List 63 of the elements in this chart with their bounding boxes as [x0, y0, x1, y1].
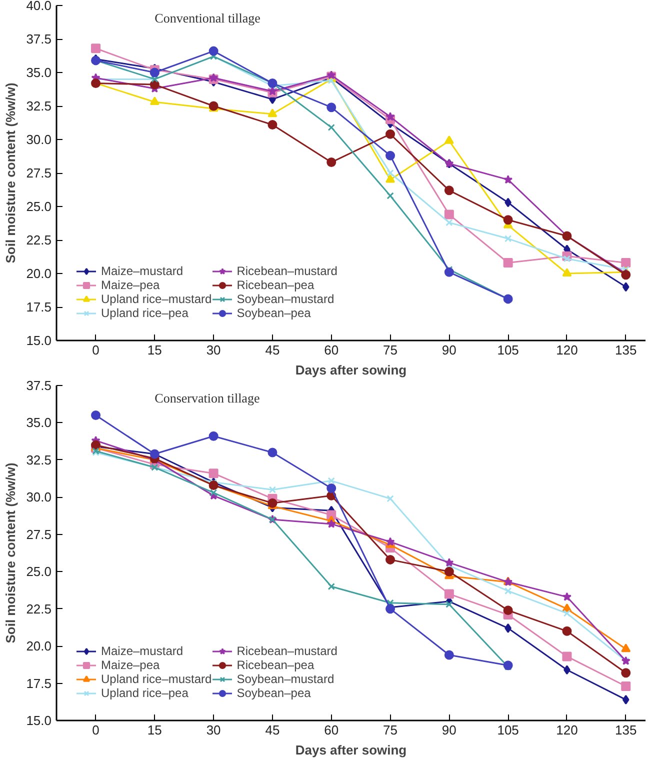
x-tick-label: 15 — [147, 342, 162, 358]
y-tick-label: 27.5 — [26, 526, 52, 542]
legend-label: Upland rice–mustard — [101, 292, 212, 306]
x-tick-label: 105 — [497, 722, 519, 738]
x-tick-label: 75 — [383, 342, 398, 358]
x-tick-label: 135 — [615, 722, 637, 738]
legend-label: Upland rice–mustard — [101, 672, 212, 686]
legend-label: Ricebean–mustard — [236, 264, 338, 278]
y-tick-label: 15.0 — [26, 333, 52, 348]
x-axis-title: Days after sowing — [295, 742, 407, 758]
chart-title: Conventional tillage — [154, 10, 261, 26]
x-tick-label: 120 — [556, 342, 578, 358]
x-tick-label: 90 — [442, 722, 456, 738]
y-axis-title: Soil moisture content (%w/w) — [3, 82, 18, 264]
chart-title: Conservation tillage — [154, 390, 260, 406]
legend-label: Maize–pea — [101, 658, 160, 672]
y-tick-label: 22.5 — [26, 601, 52, 616]
x-tick-label: 30 — [206, 342, 221, 358]
y-tick-label: 40.0 — [26, 0, 52, 13]
legend-label: Maize–mustard — [101, 264, 184, 278]
y-tick-label: 20.0 — [26, 638, 52, 654]
legend-label: Maize–pea — [101, 278, 160, 292]
x-tick-label: 15 — [147, 722, 162, 738]
x-tick-label: 135 — [615, 342, 637, 358]
x-tick-label: 90 — [442, 342, 456, 358]
x-tick-label: 120 — [556, 722, 578, 738]
y-tick-label: 20.0 — [26, 266, 52, 281]
legend-label: Soybean–mustard — [236, 292, 334, 306]
x-axis-title: Days after sowing — [295, 362, 407, 378]
legend-label: Maize–mustard — [101, 644, 184, 658]
x-tick-label: 75 — [383, 722, 398, 738]
x-tick-label: 0 — [92, 342, 100, 358]
y-tick-label: 25.0 — [26, 564, 52, 580]
y-tick-label: 17.5 — [26, 676, 52, 691]
y-tick-label: 35.0 — [26, 65, 52, 80]
y-axis-title: Soil moisture content (%w/w) — [3, 462, 18, 644]
y-tick-label: 30.0 — [26, 490, 52, 505]
y-tick-label: 22.5 — [26, 232, 52, 248]
x-tick-label: 60 — [324, 722, 339, 738]
y-tick-label: 25.0 — [26, 199, 52, 214]
legend-label: Soybean–pea — [236, 686, 311, 700]
y-tick-label: 30.0 — [26, 132, 52, 147]
y-tick-label: 32.5 — [26, 452, 52, 468]
x-tick-label: 60 — [324, 342, 339, 358]
legend-label: Ricebean–mustard — [236, 644, 338, 658]
legend-label: Ricebean–pea — [236, 278, 314, 292]
legend-label: Upland rice–pea — [101, 306, 188, 320]
x-tick-label: 105 — [497, 342, 519, 358]
y-tick-label: 17.5 — [26, 300, 52, 314]
legend-label: Soybean–mustard — [236, 672, 334, 686]
y-tick-label: 15.0 — [26, 713, 52, 728]
legend-label: Ricebean–pea — [236, 658, 314, 672]
y-tick-label: 27.5 — [26, 166, 52, 180]
x-tick-label: 45 — [265, 342, 280, 358]
y-tick-label: 37.5 — [26, 32, 52, 46]
x-tick-label: 45 — [265, 722, 280, 738]
legend-label: Soybean–pea — [236, 306, 311, 320]
y-tick-label: 37.5 — [26, 378, 52, 393]
x-tick-label: 0 — [92, 722, 100, 738]
x-tick-label: 30 — [206, 722, 221, 738]
legend-label: Upland rice–pea — [101, 686, 188, 700]
y-tick-label: 32.5 — [26, 98, 52, 114]
y-tick-label: 35.0 — [26, 415, 52, 430]
